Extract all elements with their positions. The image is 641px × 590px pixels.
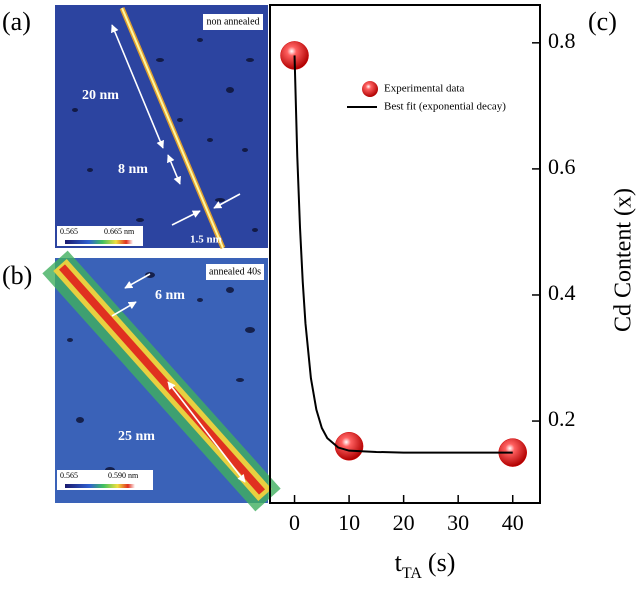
- x-tick-label: 20: [393, 510, 415, 535]
- colorbar-label: 0.590 nm: [108, 471, 139, 480]
- x-axis-label: tTA (s): [395, 548, 456, 582]
- colorbar-label: 0.565: [60, 227, 78, 236]
- panel-label: (b): [2, 261, 32, 290]
- colorbar-label: 0.565: [60, 471, 78, 480]
- x-label-sub: TA: [402, 565, 422, 582]
- legend-label: Best fit (exponential decay): [384, 101, 506, 113]
- panel-a: non annealed 20 nm 8 nm 1.5 nm 0.565 0.6…: [55, 5, 268, 249]
- annotation: 8 nm: [118, 162, 148, 177]
- x-label-main: t: [395, 548, 403, 577]
- plot-frame: [269, 4, 541, 504]
- annotation: 1.5 nm: [190, 234, 222, 246]
- x-tick-label: 30: [447, 510, 469, 535]
- y-axis-label: Cd Content (x): [611, 188, 637, 332]
- panel-label: (a): [2, 7, 31, 36]
- legend: Experimental data Best fit (exponential …: [347, 81, 506, 113]
- data-point: [334, 432, 364, 461]
- fit-line: [293, 55, 513, 454]
- y-tick-label: 0.6: [548, 154, 576, 179]
- annotation: 20 nm: [82, 88, 119, 103]
- texture: [72, 38, 258, 232]
- panel-label: (c): [588, 7, 617, 36]
- image-tag: non annealed: [206, 16, 259, 27]
- x-tick-label: 40: [502, 510, 524, 535]
- afm-image: [55, 5, 268, 248]
- image-tag: annealed 40s: [209, 266, 261, 277]
- x-label-unit: (s): [428, 548, 455, 577]
- annotation: 6 nm: [155, 288, 185, 303]
- colorbar-label: 0.665 nm: [104, 227, 135, 236]
- y-tick-label: 0.8: [548, 28, 576, 53]
- annotation: 25 nm: [118, 429, 155, 444]
- legend-label: Experimental data: [384, 83, 464, 95]
- y-tick-label: 0.4: [548, 280, 576, 305]
- legend-marker: [362, 81, 378, 97]
- x-tick-label: 0: [289, 510, 300, 535]
- panel-b: annealed 40s 6 nm 25 nm 0.565 0.590 nm: [42, 250, 281, 512]
- x-tick-label: 10: [338, 510, 360, 535]
- y-tick-label: 0.2: [548, 406, 576, 431]
